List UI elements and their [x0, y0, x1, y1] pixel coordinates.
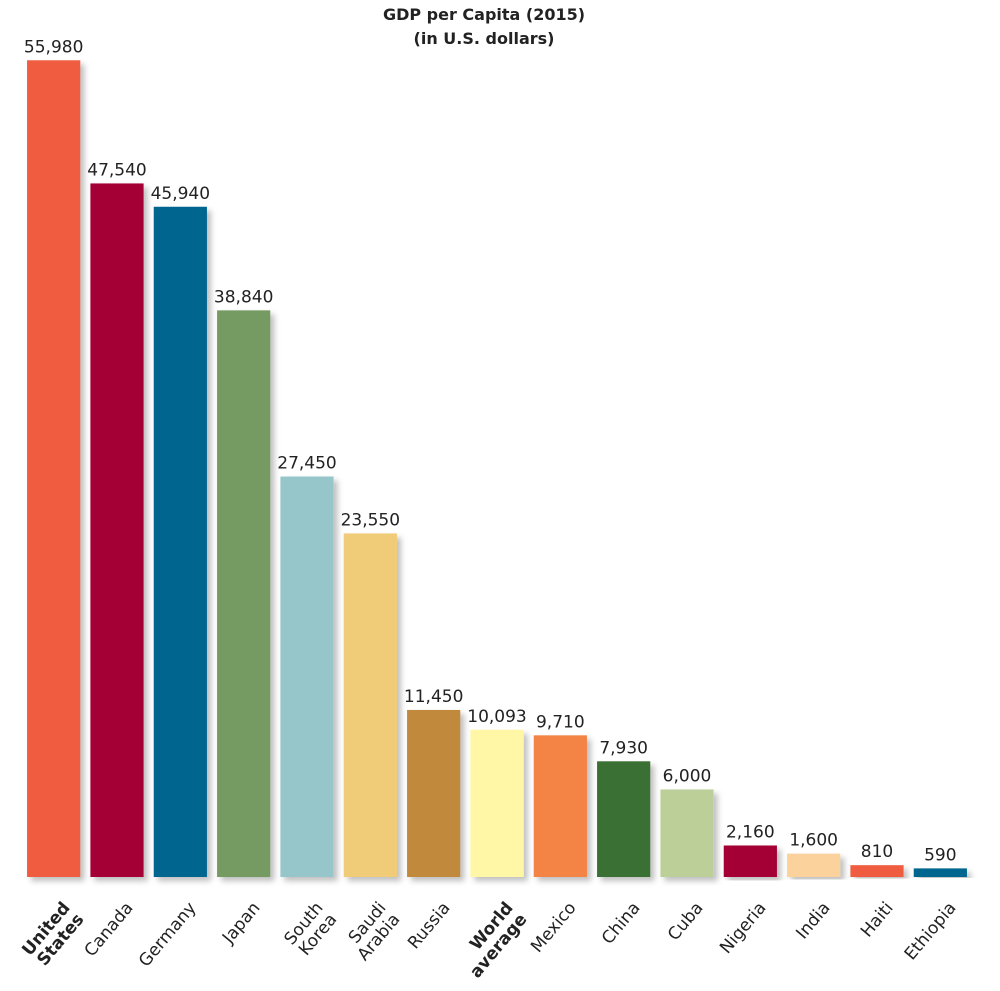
value-label: 590: [924, 845, 956, 865]
bar: [533, 735, 587, 877]
bar: [153, 206, 207, 878]
bar: [407, 709, 461, 877]
value-label: 2,160: [726, 822, 775, 842]
value-label: 11,450: [404, 687, 463, 707]
bar: [343, 533, 397, 877]
bar: [660, 789, 714, 877]
bar: [90, 183, 144, 877]
value-label: 38,840: [214, 287, 273, 307]
value-label: 810: [861, 842, 893, 862]
value-label: 45,940: [151, 184, 210, 204]
bar: [787, 853, 841, 877]
value-label: 27,450: [277, 454, 336, 474]
bar: [470, 729, 524, 877]
value-label: 10,093: [467, 707, 526, 727]
chart-title: GDP per Capita (2015): [383, 5, 585, 24]
value-label: 23,550: [341, 510, 400, 530]
chart-subtitle: (in U.S. dollars): [414, 29, 555, 48]
bar: [913, 868, 967, 877]
bar: [850, 865, 904, 877]
bar: [27, 60, 81, 877]
value-label: 9,710: [536, 712, 585, 732]
value-label: 1,600: [789, 831, 838, 851]
value-label: 55,980: [24, 37, 83, 57]
bar: [597, 761, 651, 877]
value-label: 6,000: [663, 766, 712, 786]
bar: [217, 310, 271, 877]
value-label: 7,930: [599, 738, 648, 758]
bar: [280, 476, 334, 877]
value-label: 47,540: [87, 160, 146, 180]
bar: [723, 845, 777, 877]
